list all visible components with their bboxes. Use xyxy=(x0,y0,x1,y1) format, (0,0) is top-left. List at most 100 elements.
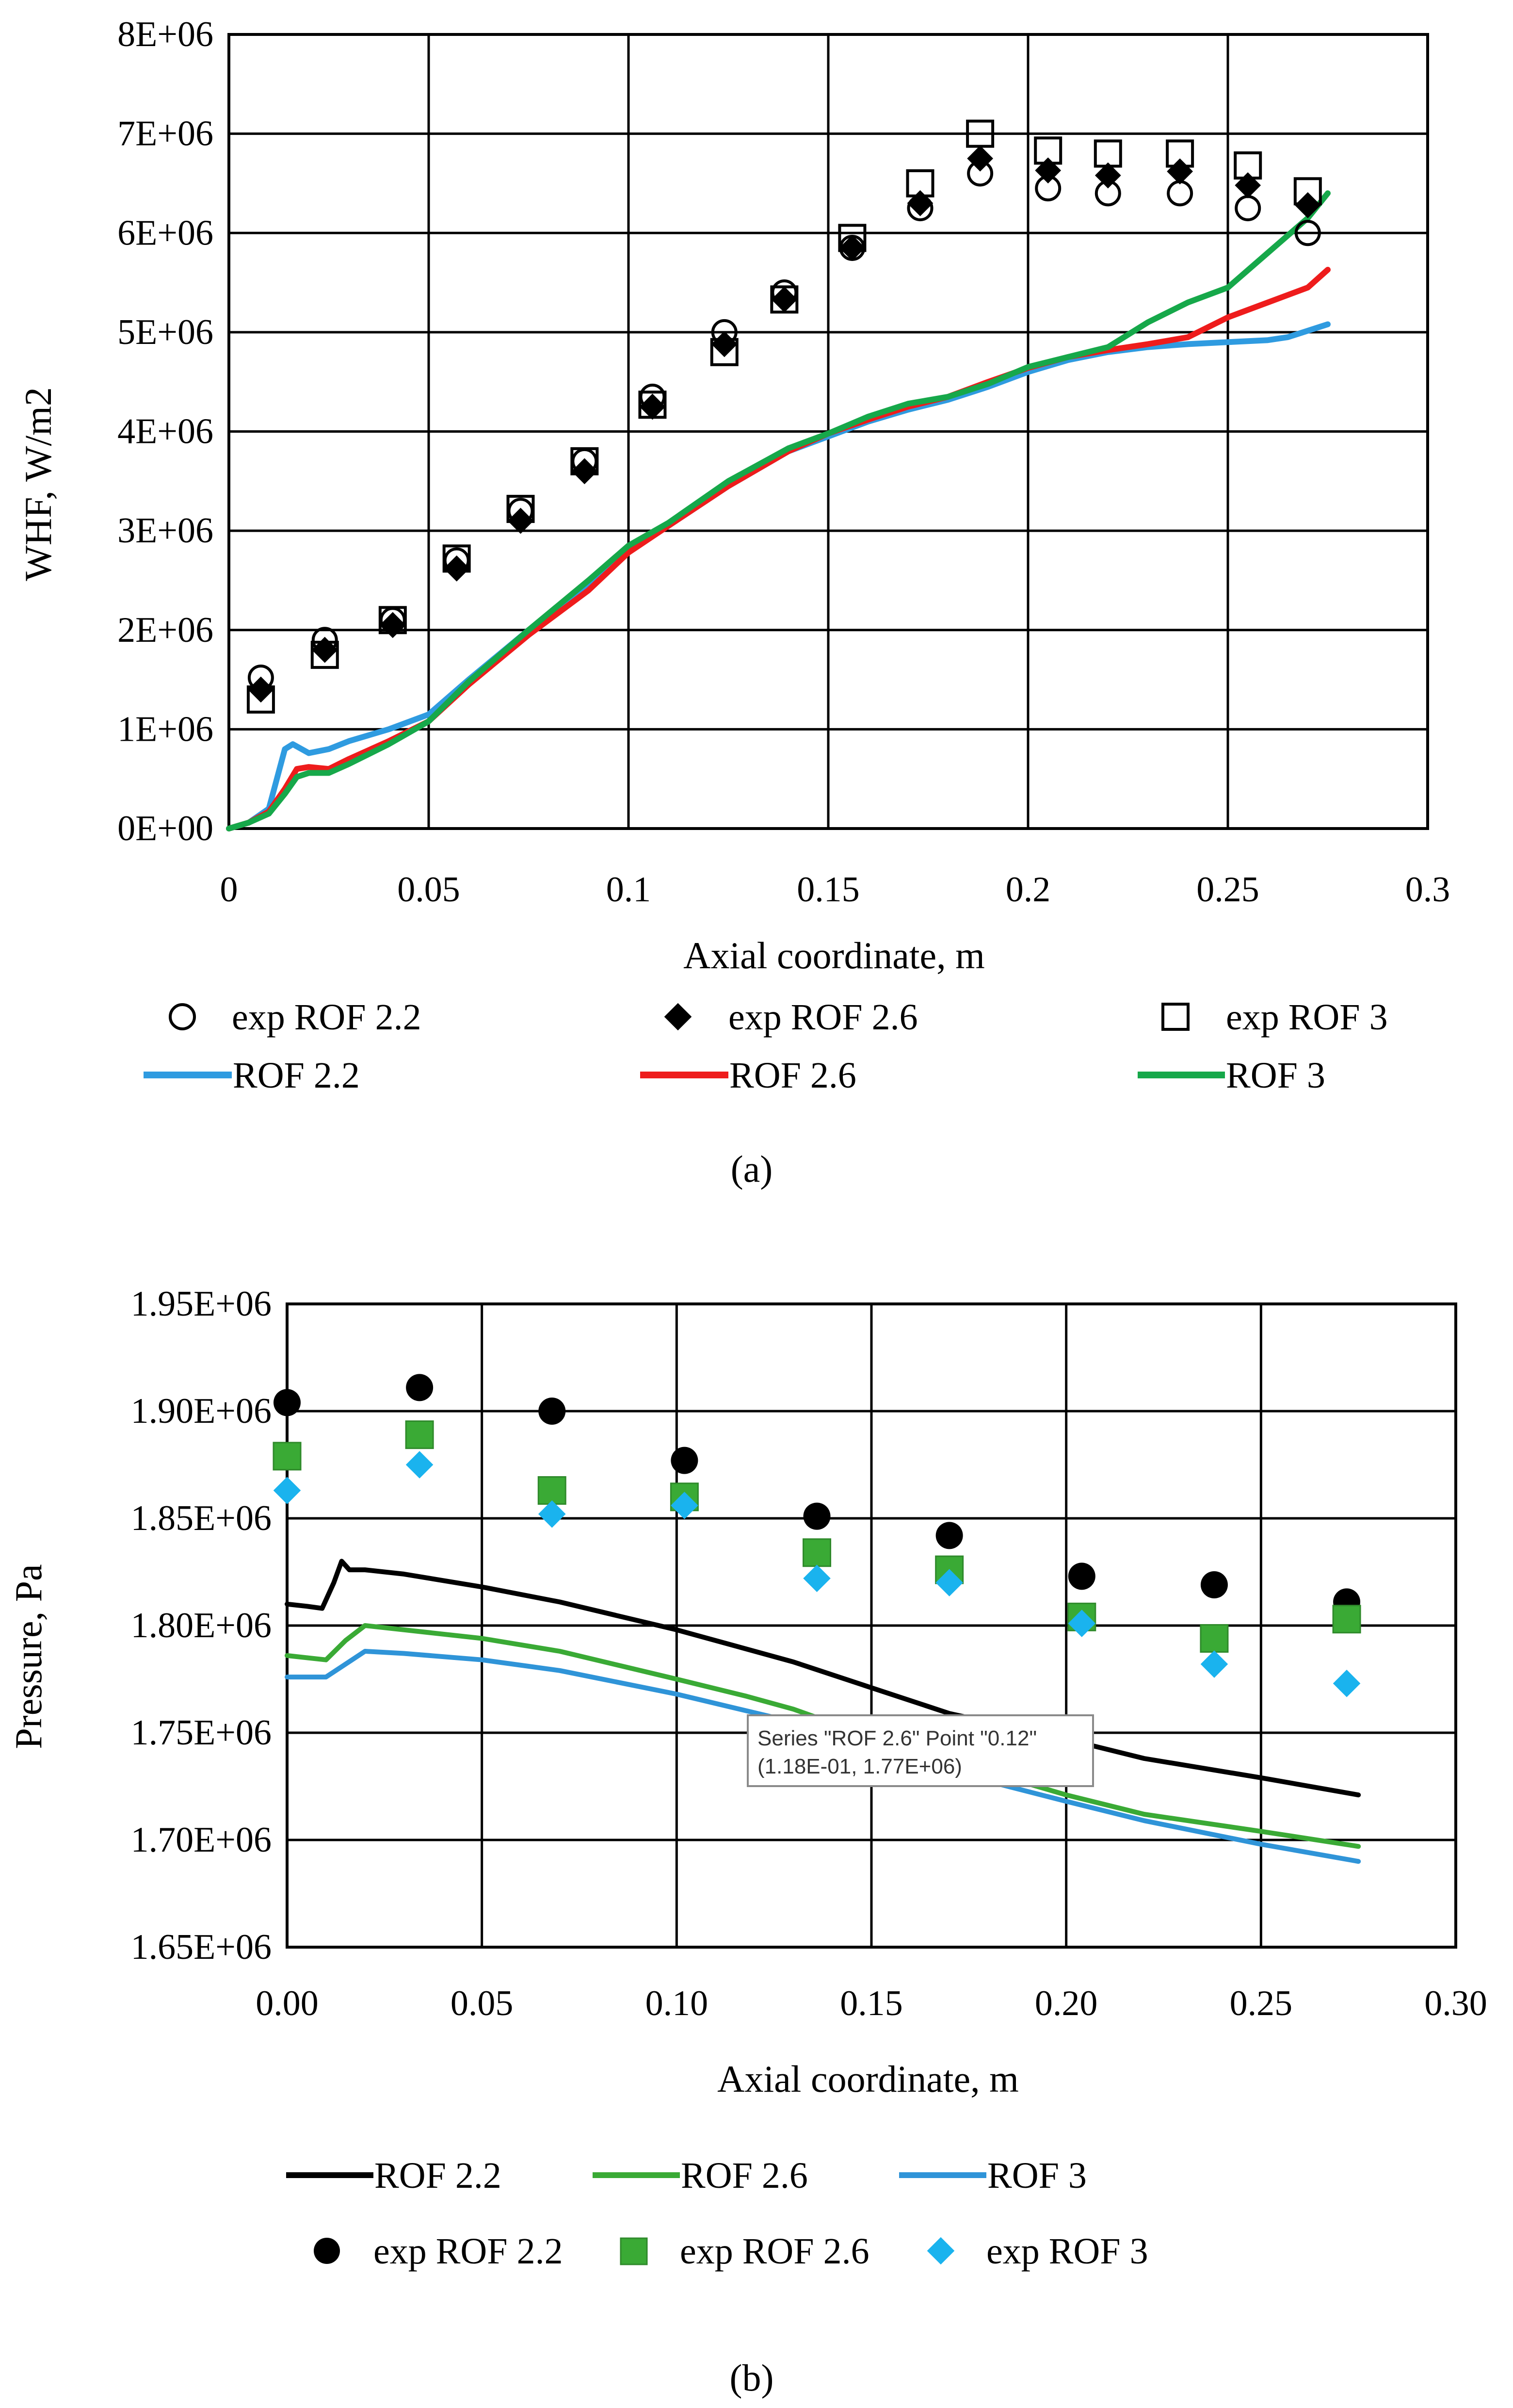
series-line-rof-2-6 xyxy=(226,267,1331,831)
chart-b-y-tick-label: 1.95E+06 xyxy=(131,1284,272,1324)
data-point-exp-rof-2-6 xyxy=(1332,1605,1361,1634)
legend-label-b-rof-2-6: ROF 2.6 xyxy=(681,2155,808,2196)
chart-a-legend: exp ROF 2.2 exp ROF 2.6 exp ROF 3 ROF 2.… xyxy=(144,997,1388,1096)
chart-b-y-tick-label: 1.85E+06 xyxy=(131,1498,272,1538)
data-point-exp-rof-3 xyxy=(378,606,407,635)
data-point-exp-rof-2-2 xyxy=(935,1522,963,1549)
chart-a: 0 0.05 0.1 0.15 0.2 0.25 0.3 0E+00 1E+06 2E+06 3E+… xyxy=(17,15,1450,1190)
legend-label-rof-2-2: ROF 2.2 xyxy=(233,1055,360,1096)
chart-b-x-tick-label: 0.25 xyxy=(1230,1984,1293,2023)
chart-b-y-tick-label: 1.90E+06 xyxy=(131,1391,272,1431)
chart-a-grid xyxy=(227,33,1429,830)
data-point-exp-rof-2-2 xyxy=(671,1447,698,1474)
legend-marker-exp-rof-2-2 xyxy=(169,1003,196,1030)
chart-b-x-tick-label: 0.05 xyxy=(451,1984,514,2023)
data-point-exp-rof-2-6 xyxy=(379,612,406,638)
legend-label-b-rof-3: ROF 3 xyxy=(987,2155,1087,2196)
chart-a-y-tick-label: 8E+06 xyxy=(117,15,213,54)
data-point-exp-rof-2-2 xyxy=(274,1389,301,1416)
legend-marker-b-exp-rof-2-6 xyxy=(620,2237,648,2265)
data-point-exp-rof-2-6 xyxy=(311,636,338,663)
chart-a-x-tick-label: 0.15 xyxy=(797,870,860,910)
data-point-exp-rof-2-2 xyxy=(803,1502,831,1530)
chart-a-lines xyxy=(226,190,1331,831)
tooltip-box xyxy=(747,1714,1094,1787)
data-point-exp-rof-2-6 xyxy=(405,1420,434,1449)
data-point-exp-rof-3 xyxy=(506,495,535,523)
chart-a-points xyxy=(246,119,1322,714)
data-point-exp-rof-3 xyxy=(770,285,799,314)
chart-b-grid xyxy=(286,1302,1457,1949)
chart-a-plot-frame xyxy=(227,33,1429,830)
legend-label-rof-2-6: ROF 2.6 xyxy=(729,1055,856,1096)
data-point-exp-rof-3 xyxy=(1034,136,1062,165)
data-point-exp-rof-3 xyxy=(966,119,995,148)
data-point-exp-rof-2-6 xyxy=(711,331,738,358)
data-point-exp-rof-3 xyxy=(1293,177,1322,206)
caption-a: (a) xyxy=(731,1148,773,1190)
chart-a-y-tick-label: 5E+06 xyxy=(117,312,213,352)
data-point-exp-rof-2-6 xyxy=(1167,158,1193,185)
chart-a-y-tick-label: 4E+06 xyxy=(117,412,213,452)
data-point-exp-rof-3 xyxy=(803,1564,831,1593)
chart-b-y-axis-label: Pressure, Pa xyxy=(7,1564,49,1749)
chart-a-y-tick-label: 2E+06 xyxy=(117,610,213,650)
legend-label-rof-3: ROF 3 xyxy=(1226,1055,1325,1096)
chart-b-x-tick-label: 0.10 xyxy=(645,1984,708,2023)
data-point-exp-rof-3 xyxy=(538,1500,566,1528)
data-point-exp-rof-2-2 xyxy=(1068,1562,1095,1590)
chart-a-x-axis-label: Axial coordinate, m xyxy=(683,934,985,976)
chart-b-y-tick-label: 1.65E+06 xyxy=(131,1927,272,1967)
data-point-exp-rof-3 xyxy=(1166,139,1194,168)
series-line-rof-2-6 xyxy=(285,1623,1361,1849)
data-point-exp-rof-3 xyxy=(710,338,739,366)
data-point-exp-rof-2-2 xyxy=(538,1398,566,1425)
data-point-exp-rof-3 xyxy=(246,685,275,714)
data-point-exp-rof-3 xyxy=(671,1492,698,1519)
chart-a-x-tick-label: 0 xyxy=(220,870,238,910)
chart-b-x-tick-label: 0.20 xyxy=(1035,1984,1098,2023)
legend-marker-b-exp-rof-3 xyxy=(927,2237,955,2265)
chart-b-x-tick-label: 0.30 xyxy=(1424,1984,1487,2023)
chart-b-x-tick-label: 0.15 xyxy=(840,1984,903,2023)
legend-label-b-exp-rof-2-2: exp ROF 2.2 xyxy=(373,2231,563,2272)
legend-marker-exp-rof-2-6 xyxy=(664,1003,692,1031)
legend-label-b-exp-rof-2-6: exp ROF 2.6 xyxy=(680,2231,869,2272)
data-point-exp-rof-2-6 xyxy=(248,676,274,703)
chart-b-points xyxy=(273,1374,1361,1697)
data-point-exp-rof-2-2 xyxy=(1167,180,1193,207)
data-point-exp-rof-3 xyxy=(570,447,599,475)
series-line-rof-3 xyxy=(226,190,1331,831)
data-point-exp-rof-2-6 xyxy=(803,1538,832,1567)
data-point-exp-rof-3 xyxy=(1068,1610,1096,1637)
data-point-exp-rof-3 xyxy=(838,224,867,252)
data-point-exp-rof-2-6 xyxy=(273,1442,302,1471)
data-point-exp-rof-2-2 xyxy=(1200,1571,1228,1599)
data-point-exp-rof-2-6 xyxy=(639,393,666,420)
caption-b: (b) xyxy=(730,2357,774,2399)
chart-b-y-tick-label: 1.75E+06 xyxy=(131,1713,272,1753)
chart-a-x-tick-label: 0.1 xyxy=(606,870,651,910)
data-point-exp-rof-2-6 xyxy=(571,458,598,485)
chart-a-x-tick-label: 0.2 xyxy=(1006,870,1051,910)
data-point-exp-rof-3 xyxy=(310,640,339,669)
chart-b-plot-frame xyxy=(286,1302,1457,1949)
data-point-exp-rof-2-6 xyxy=(537,1476,566,1505)
legend-label-b-rof-2-2: ROF 2.2 xyxy=(374,2155,501,2196)
chart-a-y-tick-label: 7E+06 xyxy=(117,114,213,154)
data-point-exp-rof-3 xyxy=(405,1451,434,1479)
chart-b: 0.00 0.05 0.10 0.15 0.20 0.25 0.30 1.65E+06 1.70… xyxy=(7,1284,1487,2399)
legend-marker-exp-rof-3 xyxy=(1161,1003,1190,1031)
chart-b-legend: ROF 2.2 ROF 2.6 ROF 3 exp ROF 2.2 exp RO… xyxy=(286,2155,1148,2272)
data-point-exp-rof-3 xyxy=(638,390,667,419)
data-point-exp-rof-3 xyxy=(1094,139,1122,168)
chart-a-y-tick-label: 0E+00 xyxy=(117,809,213,848)
data-point-exp-rof-2-6 xyxy=(1235,172,1261,198)
chart-b-tooltip: Series "ROF 2.6" Point "0.12" (1.18E-01,… xyxy=(747,1714,1094,1787)
tooltip-line-2: (1.18E-01, 1.77E+06) xyxy=(757,1755,962,1778)
chart-a-y-tick-label: 6E+06 xyxy=(117,213,213,253)
data-point-exp-rof-2-2 xyxy=(1294,220,1321,246)
data-point-exp-rof-2-2 xyxy=(1235,195,1261,222)
data-point-exp-rof-3 xyxy=(906,169,934,197)
